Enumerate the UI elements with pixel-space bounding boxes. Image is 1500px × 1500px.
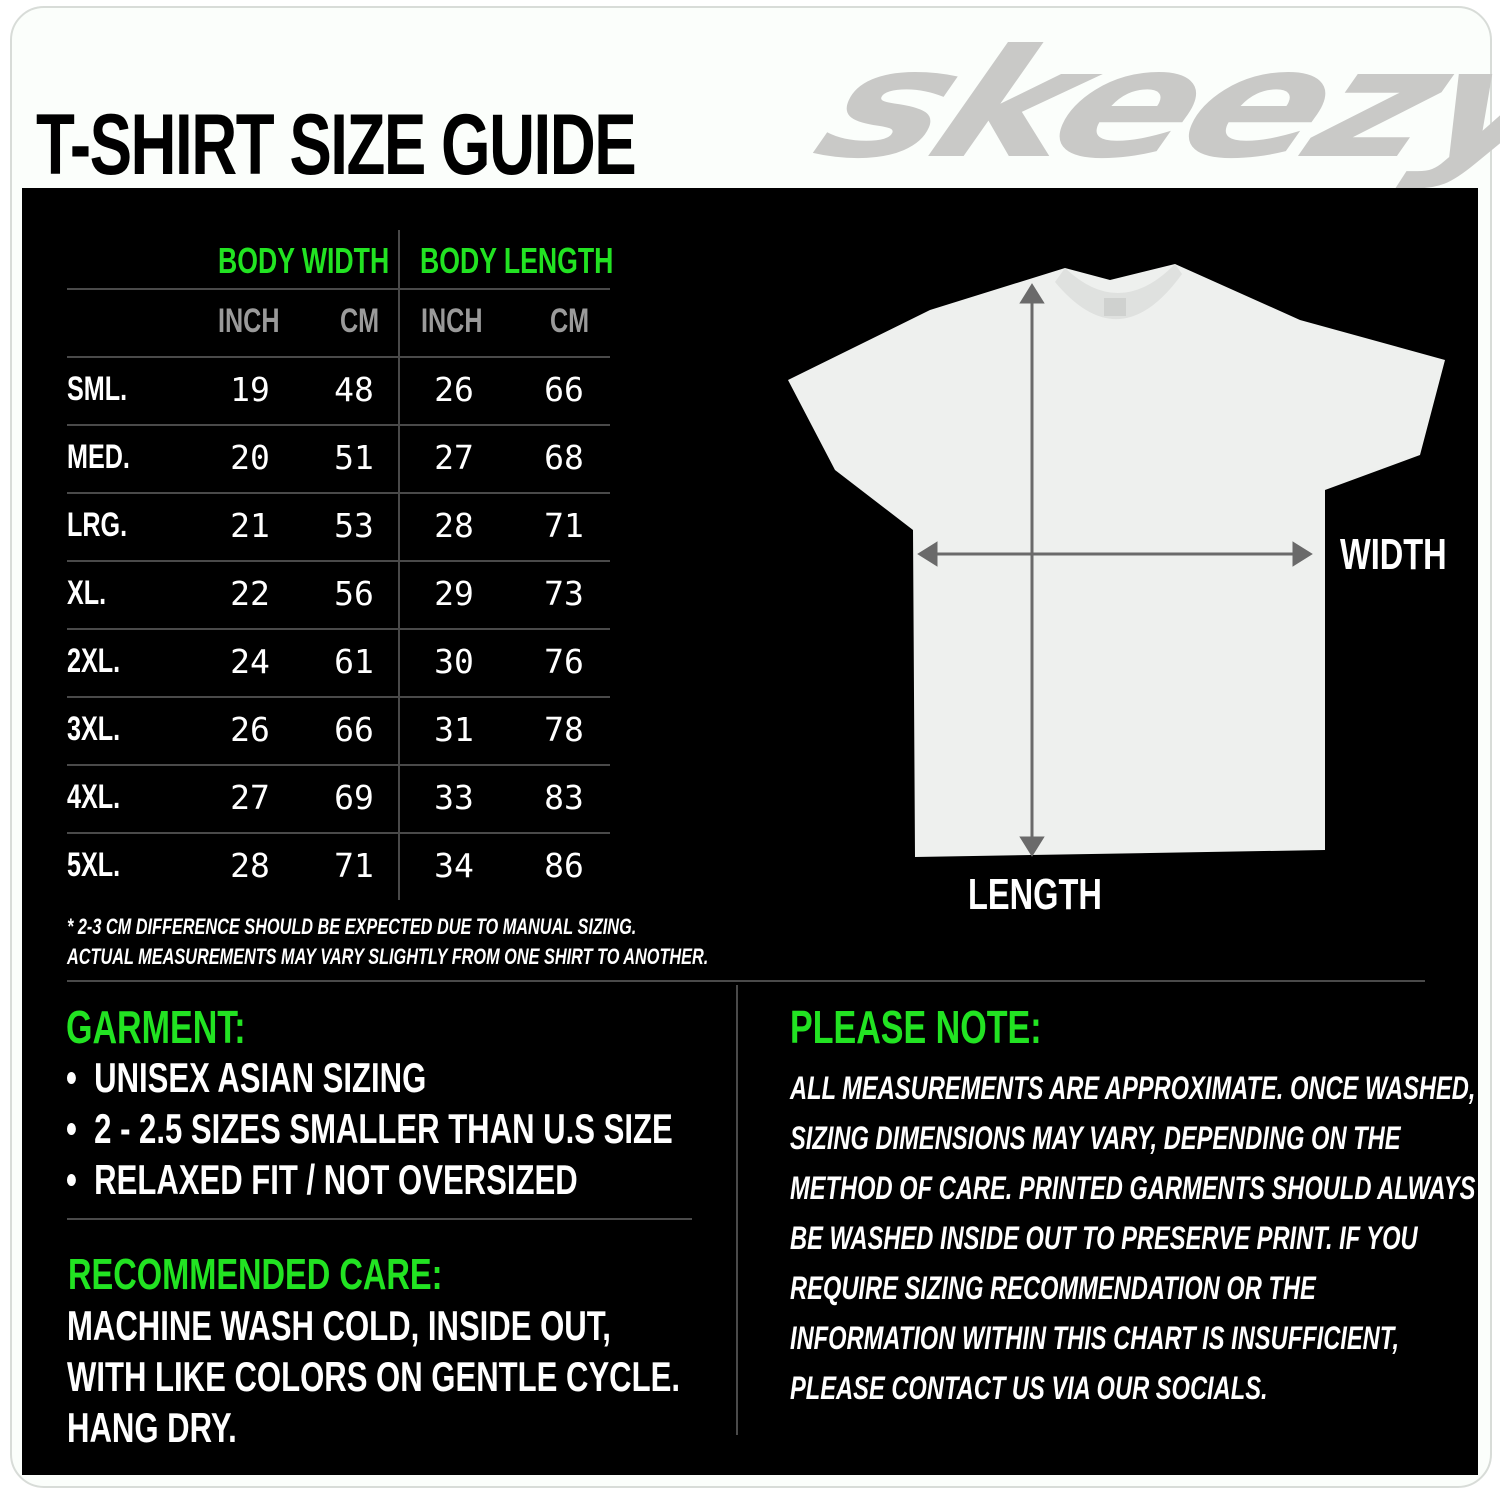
measurement-cell: 22 xyxy=(230,574,270,613)
note-line: BE WASHED INSIDE OUT TO PRESERVE PRINT. … xyxy=(790,1220,1418,1256)
unit-header: INCH xyxy=(218,302,280,340)
measurement-cell: 76 xyxy=(544,642,584,681)
size-label: 3XL. xyxy=(67,710,121,748)
measurement-cell: 28 xyxy=(230,846,270,885)
size-label: XL. xyxy=(67,574,107,612)
width-arrow-icon xyxy=(917,541,1313,567)
measurement-cell: 30 xyxy=(434,642,474,681)
measurement-cell: 73 xyxy=(544,574,584,613)
measurement-cell: 34 xyxy=(434,846,474,885)
measurement-cell: 83 xyxy=(544,778,584,817)
garment-item: • 2 - 2.5 SIZES SMALLER THAN U.S SIZE xyxy=(66,1105,673,1152)
row-divider xyxy=(67,560,610,562)
section-divider xyxy=(67,980,1425,982)
footnote-line: * 2-3 CM DIFFERENCE SHOULD BE EXPECTED D… xyxy=(67,914,637,939)
size-label: MED. xyxy=(67,438,130,476)
section-divider xyxy=(67,1218,692,1220)
size-label: 4XL. xyxy=(67,778,121,816)
note-line: PLEASE CONTACT US VIA OUR SOCIALS. xyxy=(790,1370,1268,1406)
care-heading: RECOMMENDED CARE: xyxy=(68,1250,443,1299)
row-divider xyxy=(67,356,610,358)
measurement-cell: 27 xyxy=(434,438,474,477)
row-divider xyxy=(67,696,610,698)
note-line: REQUIRE SIZING RECOMMENDATION OR THE xyxy=(790,1270,1316,1306)
length-arrow-icon xyxy=(1019,283,1045,857)
care-line: HANG DRY. xyxy=(67,1404,237,1451)
note-heading: PLEASE NOTE: xyxy=(790,1001,1042,1053)
size-label: 5XL. xyxy=(67,846,121,884)
section-divider xyxy=(736,985,738,1435)
measurement-cell: 51 xyxy=(334,438,374,477)
unit-header: CM xyxy=(340,302,380,340)
tshirt-collar xyxy=(1055,264,1182,320)
note-line: SIZING DIMENSIONS MAY VARY, DEPENDING ON… xyxy=(790,1120,1401,1156)
group-header-body-length: BODY LENGTH xyxy=(420,240,614,281)
length-label: LENGTH xyxy=(968,870,1102,919)
measurement-cell: 53 xyxy=(334,506,374,545)
measurement-cell: 31 xyxy=(434,710,474,749)
width-label: WIDTH xyxy=(1340,530,1447,579)
care-line: WITH LIKE COLORS ON GENTLE CYCLE. xyxy=(67,1353,680,1400)
measurement-cell: 69 xyxy=(334,778,374,817)
group-header-body-width: BODY WIDTH xyxy=(218,240,390,281)
measurement-cell: 20 xyxy=(230,438,270,477)
measurement-cell: 48 xyxy=(334,370,374,409)
tshirt-diagram xyxy=(788,264,1445,857)
unit-header: INCH xyxy=(421,302,483,340)
footnote-line: ACTUAL MEASUREMENTS MAY VARY SLIGHTLY FR… xyxy=(67,944,709,969)
measurement-cell: 29 xyxy=(434,574,474,613)
garment-item: • RELAXED FIT / NOT OVERSIZED xyxy=(66,1156,578,1203)
row-divider xyxy=(67,832,610,834)
note-line: METHOD OF CARE. PRINTED GARMENTS SHOULD … xyxy=(790,1170,1476,1206)
care-line: MACHINE WASH COLD, INSIDE OUT, xyxy=(67,1302,611,1349)
garment-item: • UNISEX ASIAN SIZING xyxy=(66,1054,427,1101)
measurement-cell: 61 xyxy=(334,642,374,681)
measurement-cell: 56 xyxy=(334,574,374,613)
measurement-cell: 26 xyxy=(230,710,270,749)
tshirt-shape xyxy=(788,264,1445,857)
note-line: INFORMATION WITHIN THIS CHART IS INSUFFI… xyxy=(790,1320,1400,1356)
measurement-cell: 66 xyxy=(334,710,374,749)
measurement-cell: 26 xyxy=(434,370,474,409)
page-title: T-SHIRT SIZE GUIDE xyxy=(36,97,637,193)
column-divider xyxy=(398,230,400,900)
brand-logo: skeezy xyxy=(793,18,1500,192)
row-divider xyxy=(67,764,610,766)
size-label: SML. xyxy=(67,370,128,408)
measurement-cell: 21 xyxy=(230,506,270,545)
row-divider xyxy=(67,628,610,630)
measurement-cell: 28 xyxy=(434,506,474,545)
measurement-cell: 66 xyxy=(544,370,584,409)
garment-heading: GARMENT: xyxy=(66,1001,246,1053)
measurement-cell: 24 xyxy=(230,642,270,681)
size-label: LRG. xyxy=(67,506,128,544)
unit-header: CM xyxy=(550,302,590,340)
row-divider xyxy=(67,424,610,426)
measurement-cell: 33 xyxy=(434,778,474,817)
tshirt-label-icon xyxy=(1104,298,1126,316)
note-line: ALL MEASUREMENTS ARE APPROXIMATE. ONCE W… xyxy=(790,1070,1476,1106)
measurement-cell: 71 xyxy=(334,846,374,885)
measurement-cell: 27 xyxy=(230,778,270,817)
measurement-cell: 68 xyxy=(544,438,584,477)
measurement-cell: 86 xyxy=(544,846,584,885)
row-divider xyxy=(67,288,610,290)
measurement-cell: 71 xyxy=(544,506,584,545)
measurement-cell: 19 xyxy=(230,370,270,409)
size-label: 2XL. xyxy=(67,642,121,680)
row-divider xyxy=(67,492,610,494)
measurement-cell: 78 xyxy=(544,710,584,749)
